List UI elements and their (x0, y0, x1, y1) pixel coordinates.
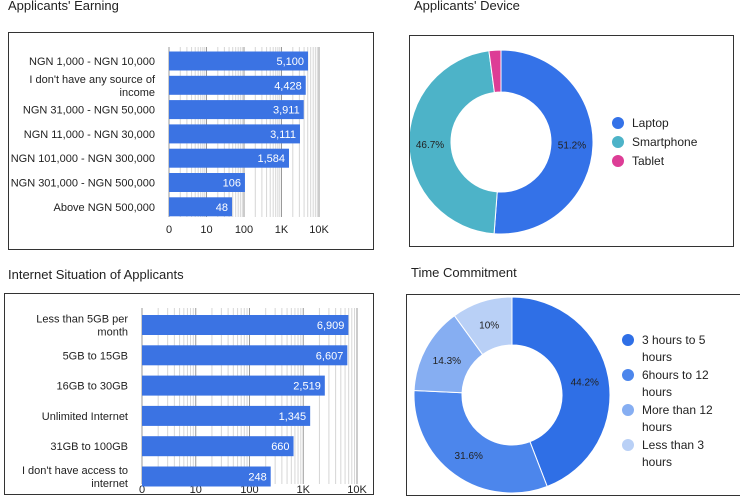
x-tick-label: 0 (166, 224, 172, 236)
slice-value-label: 14.3% (433, 356, 461, 367)
legend-label: hours (642, 350, 672, 364)
x-tick-label: 10 (190, 484, 202, 494)
bar (142, 345, 348, 366)
legend-label: Smartphone (632, 135, 698, 149)
bar (142, 436, 294, 457)
donut-slice (511, 296, 611, 488)
legend-label: 6hours to 12 (642, 368, 709, 382)
x-tick-label: 1K (275, 224, 289, 236)
x-tick-label: 10 (200, 224, 212, 236)
device-chart-panel: 51.2% 46.7% Laptop Smartphone Tablet (409, 35, 734, 247)
legend-label: Tablet (632, 154, 665, 168)
time-chart-panel: 44.2% 31.6% 14.3% 10% 3 hours to 5 hours 6hour… (406, 294, 740, 496)
bar-value-label: 3,111 (270, 129, 296, 141)
category-label: NGN 11,000 - NGN 30,000 (24, 129, 155, 141)
bar (142, 315, 349, 335)
category-label: I don't have access to (22, 465, 128, 477)
donut-slice (493, 49, 594, 235)
x-tick-label: 10K (309, 224, 329, 236)
bar-value-label: 48 (216, 202, 228, 214)
donut-slice (413, 390, 548, 494)
legend-marker (622, 334, 634, 346)
legend-label: hours (642, 385, 672, 399)
earning-chart-panel: 0 10 100 1K 10K 5,100 NGN 1,000 - NGN 10,000 4,… (8, 32, 374, 250)
bar-value-label: 660 (271, 441, 289, 453)
category-label: NGN 1,000 - NGN 10,000 (29, 56, 155, 68)
donut-slice (410, 50, 498, 235)
category-label: 31GB to 100GB (50, 441, 128, 453)
category-label: Unlimited Internet (42, 411, 128, 423)
x-tick-label: 100 (235, 224, 253, 236)
category-label: month (97, 327, 128, 339)
slice-value-label: 51.2% (558, 141, 586, 152)
legend-marker (622, 439, 634, 451)
donut-slice (453, 296, 513, 356)
category-label: Above NGN 500,000 (53, 202, 155, 214)
category-label: NGN 301,000 - NGN 500,000 (11, 178, 155, 190)
bar (169, 124, 300, 144)
bar-value-label: 4,428 (274, 80, 302, 92)
category-label: internet (91, 478, 128, 490)
donut-slice (488, 49, 502, 93)
legend-label: Laptop (632, 116, 669, 130)
bar-value-label: 2,519 (293, 381, 321, 393)
x-tick-label: 1K (297, 484, 311, 494)
bar (169, 100, 304, 120)
bar (169, 51, 309, 71)
device-donut-chart: 51.2% 46.7% Laptop Smartphone Tablet (410, 49, 698, 235)
time-chart-title: Time Commitment (411, 265, 517, 280)
x-tick-label: 0 (139, 484, 145, 494)
time-donut-chart: 44.2% 31.6% 14.3% 10% 3 hours to 5 hours 6hour… (413, 296, 713, 494)
x-tick-label: 10K (347, 484, 367, 494)
category-label: income (120, 87, 155, 99)
legend-marker (612, 117, 624, 129)
category-label: 5GB to 15GB (63, 350, 128, 362)
slice-value-label: 31.6% (455, 451, 483, 462)
internet-chart-title: Internet Situation of Applicants (8, 267, 184, 282)
bar (142, 375, 325, 396)
x-tick-label: 100 (240, 484, 258, 494)
legend-label: More than 12 (642, 403, 713, 417)
legend-label: hours (642, 455, 672, 469)
bar (169, 197, 233, 217)
bar (169, 173, 245, 192)
legend-marker (612, 155, 624, 167)
legend-marker (622, 404, 634, 416)
bar-value-label: 5,100 (277, 56, 305, 68)
bar (169, 75, 306, 95)
internet-chart-panel: 0 10 100 1K 10K 6,909 Less than 5GB per month 6,… (4, 293, 374, 495)
bar (142, 466, 271, 487)
bar-value-label: 6,607 (316, 350, 344, 362)
bar-value-label: 6,909 (317, 320, 345, 332)
category-label: Less than 5GB per (36, 314, 128, 326)
category-label: I don't have any source of (29, 74, 156, 86)
slice-value-label: 44.2% (571, 377, 599, 388)
bar (142, 405, 311, 426)
legend-label: Less than 3 (642, 438, 704, 452)
legend-marker (612, 136, 624, 148)
bar-value-label: 1,584 (257, 153, 285, 165)
legend-marker (622, 369, 634, 381)
bar-value-label: 106 (223, 178, 241, 190)
slice-value-label: 46.7% (416, 140, 444, 151)
bar (169, 148, 289, 168)
slice-value-label: 10% (479, 321, 499, 332)
category-label: NGN 101,000 - NGN 300,000 (11, 153, 155, 165)
earning-bar-chart: 0 10 100 1K 10K 5,100 NGN 1,000 - NGN 10,000 4,… (11, 47, 329, 236)
category-label: 16GB to 30GB (56, 381, 128, 393)
device-chart-title: Applicants' Device (414, 0, 520, 13)
earning-chart-title: Applicants' Earning (8, 0, 119, 13)
category-label: NGN 31,000 - NGN 50,000 (23, 105, 155, 117)
bar-value-label: 1,345 (279, 411, 307, 423)
bar-value-label: 3,911 (273, 105, 300, 117)
bar-value-label: 248 (248, 472, 266, 484)
legend-label: 3 hours to 5 (642, 333, 706, 347)
legend-label: hours (642, 420, 672, 434)
